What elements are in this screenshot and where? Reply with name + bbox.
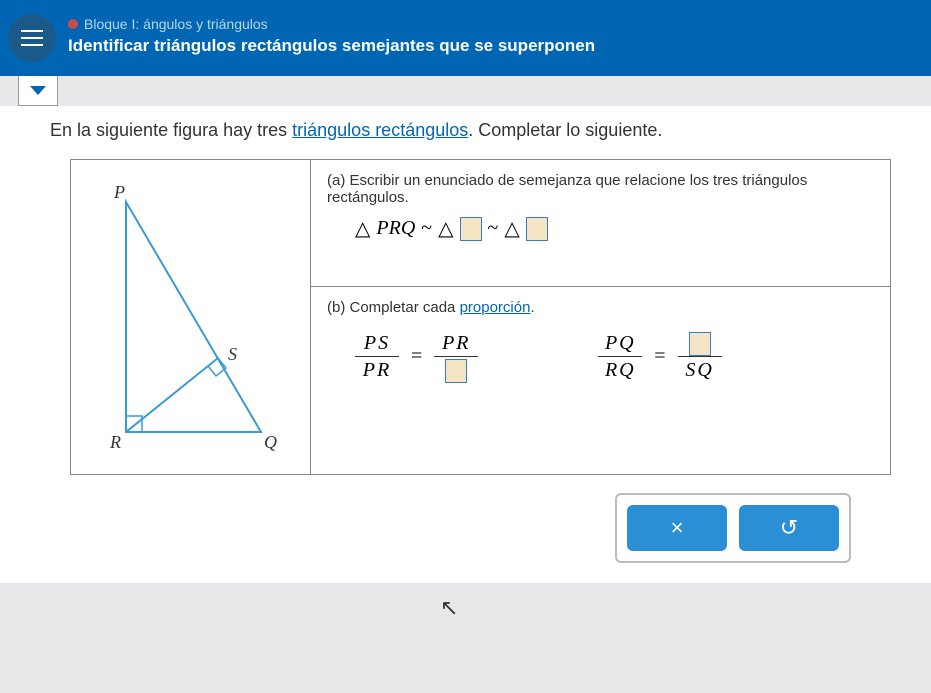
blank-triangle-2[interactable]	[526, 217, 548, 241]
tri-symbol-2: △	[438, 216, 453, 241]
label-r: R	[109, 432, 121, 452]
breadcrumb: Bloque I: ángulos y triángulos	[68, 16, 595, 32]
footer-buttons: × ↺	[615, 493, 851, 563]
label-p: P	[113, 182, 125, 202]
tilde-2: ~	[488, 217, 499, 240]
proportion-link[interactable]: proporción	[460, 299, 531, 316]
close-button[interactable]: ×	[627, 505, 727, 551]
part-a: (a) Escribir un enunciado de semejanza q…	[311, 160, 890, 287]
triangle-prq	[126, 202, 261, 432]
part-b-label: (b) Completar cada proporción.	[327, 299, 874, 316]
question-panel: En la siguiente figura hay tres triángul…	[0, 106, 931, 583]
triangle-prq-text: PRQ	[376, 217, 415, 240]
part-b-lead: (b) Completar cada	[327, 299, 460, 316]
hamburger-icon	[21, 30, 43, 46]
blank-den-1	[441, 357, 471, 383]
blank-triangle-1[interactable]	[460, 217, 482, 241]
equals-2: =	[654, 345, 665, 368]
num-pq: PQ	[601, 330, 640, 356]
reset-button[interactable]: ↺	[739, 505, 839, 551]
part-b: (b) Completar cada proporción. PS PR = P…	[311, 287, 890, 474]
record-dot-icon	[68, 19, 78, 29]
frac-blank-sq: SQ	[678, 330, 722, 383]
num-ps: PS	[360, 330, 394, 356]
cursor-icon: ↖	[440, 595, 458, 621]
prompt-term-link[interactable]: triángulos rectángulos	[292, 120, 468, 140]
tri-symbol-3: △	[504, 216, 519, 241]
lesson-title: Identificar triángulos rectángulos semej…	[68, 36, 595, 56]
reset-icon: ↺	[780, 515, 798, 541]
altitude-rs	[126, 358, 218, 432]
tri-symbol-1: △	[355, 216, 370, 241]
frac-pr-blank: PR	[434, 330, 478, 383]
den-rq: RQ	[601, 357, 640, 383]
num-pr: PR	[438, 330, 474, 356]
label-q: Q	[264, 432, 277, 452]
triangle-figure: P R Q S	[86, 172, 296, 462]
blank-num-2	[685, 330, 715, 356]
frac-pq-rq: PQ RQ	[598, 330, 642, 383]
menu-button[interactable]	[8, 14, 56, 62]
label-s: S	[228, 344, 237, 364]
den-pr: PR	[359, 357, 395, 383]
blank-input-num2[interactable]	[689, 332, 711, 356]
close-icon: ×	[671, 515, 684, 541]
figure-cell: P R Q S	[71, 160, 311, 474]
tilde-1: ~	[421, 217, 432, 240]
blank-input-den1[interactable]	[445, 359, 467, 383]
similarity-statement: △ PRQ ~ △ ~ △	[355, 216, 874, 241]
question-prompt: En la siguiente figura hay tres triángul…	[50, 120, 901, 141]
lesson-header: Bloque I: ángulos y triángulos Identific…	[0, 0, 931, 76]
den-sq: SQ	[681, 357, 717, 383]
part-b-tail: .	[530, 299, 534, 316]
part-a-label: (a) Escribir un enunciado de semejanza q…	[327, 172, 874, 206]
proportion-2: PQ RQ = SQ	[598, 330, 721, 383]
chevron-down-icon	[30, 86, 46, 95]
proportion-row: PS PR = PR PQ RQ	[355, 330, 874, 383]
collapse-toggle[interactable]	[18, 76, 58, 106]
equals-1: =	[411, 345, 422, 368]
proportion-1: PS PR = PR	[355, 330, 478, 383]
breadcrumb-text: Bloque I: ángulos y triángulos	[84, 16, 268, 32]
content-grid: P R Q S (a) Escribir un enunciado de sem…	[70, 159, 891, 475]
prompt-lead: En la siguiente figura hay tres	[50, 120, 292, 140]
header-text: Bloque I: ángulos y triángulos Identific…	[68, 10, 595, 56]
frac-ps-pr: PS PR	[355, 330, 399, 383]
prompt-tail: . Completar lo siguiente.	[468, 120, 662, 140]
